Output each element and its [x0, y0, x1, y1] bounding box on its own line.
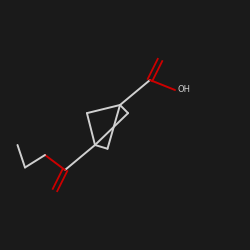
- Text: OH: OH: [178, 86, 191, 94]
